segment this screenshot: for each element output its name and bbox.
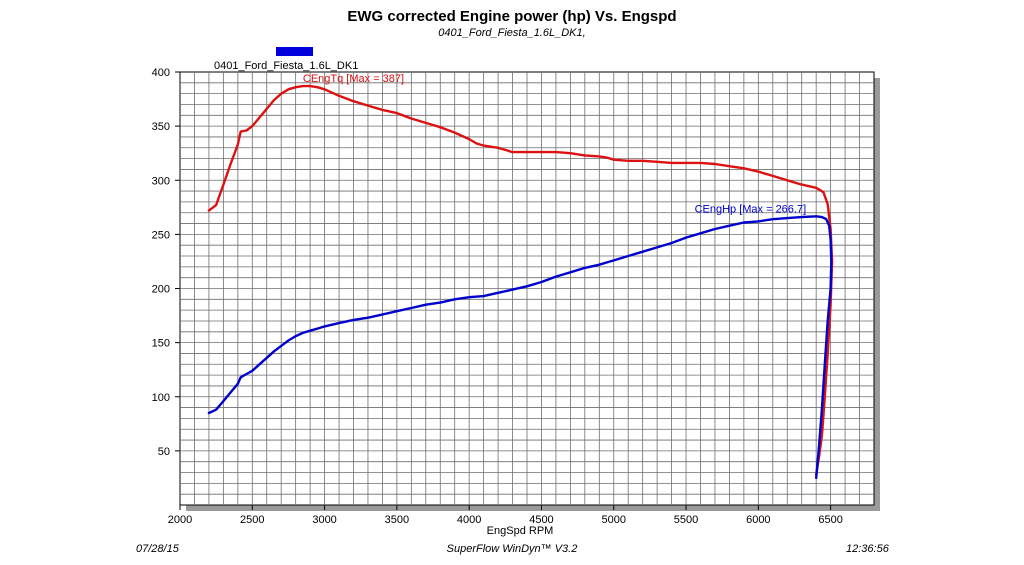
series-line-cenghp	[207, 215, 833, 480]
legend-swatch	[276, 47, 313, 56]
x-axis-label: EngSpd RPM	[487, 525, 554, 537]
y-tick-label: 200	[152, 284, 170, 296]
footer-date: 07/28/15	[136, 543, 179, 555]
y-tick-label: 250	[152, 229, 170, 241]
chart-subtitle: 0401_Ford_Fiesta_1.6L_DK1,	[438, 27, 586, 39]
x-tick-label: 6500	[818, 514, 842, 526]
y-tick-label: 300	[152, 175, 170, 187]
footer-software: SuperFlow WinDyn™ V3.2	[446, 543, 578, 555]
axis-ticks: 2000 2500 3000 3500 4000 4500 5000 5500 6000 6500…	[152, 67, 843, 526]
annotation-cengtq: CEngTq [Max = 387]	[303, 73, 404, 85]
annotation-cenghp: CEngHp [Max = 266.7]	[695, 203, 807, 215]
y-tick-label: 400	[152, 67, 170, 79]
series-lines	[207, 84, 834, 480]
x-tick-label: 2500	[240, 514, 264, 526]
x-tick-label: 5500	[674, 514, 698, 526]
x-tick-label: 3000	[312, 514, 336, 526]
grid-lines	[180, 72, 874, 505]
x-tick-label: 5000	[602, 514, 626, 526]
y-tick-label: 100	[152, 392, 170, 404]
x-tick-label: 4500	[529, 514, 553, 526]
y-tick-label: 150	[152, 338, 170, 350]
footer-time: 12:36:56	[846, 543, 889, 555]
y-tick-label: 350	[152, 121, 170, 133]
x-tick-label: 6000	[746, 514, 770, 526]
x-tick-label: 2000	[168, 514, 192, 526]
x-tick-label: 4000	[457, 514, 481, 526]
x-tick-label: 3500	[385, 514, 409, 526]
legend-label: 0401_Ford_Fiesta_1.6L_DK1	[214, 60, 358, 72]
series-annotations: CEngTq [Max = 387] CEngHp [Max = 266.7]	[303, 73, 806, 215]
series-line-cengtq	[207, 84, 834, 476]
y-tick-label: 50	[158, 446, 170, 458]
chart-title: EWG corrected Engine power (hp) Vs. Engs…	[347, 8, 677, 25]
